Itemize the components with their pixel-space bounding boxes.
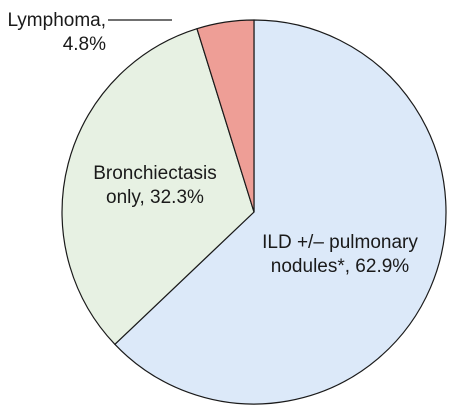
pie-slice-label: Lymphoma, 4.8% bbox=[7, 10, 106, 55]
pie-labels: ILD +/– pulmonary nodules*, 62.9% Bronchie… bbox=[7, 10, 418, 277]
pie-slice-label: Bronchiectasis only, 32.3% bbox=[93, 163, 217, 208]
pie-slice-label-line: Lymphoma, bbox=[7, 10, 106, 31]
pie-slice-label-line: Bronchiectasis bbox=[93, 163, 217, 184]
pie-slice-label-line: nodules*, 62.9% bbox=[271, 256, 409, 277]
pie-slices bbox=[61, 19, 447, 405]
pie-slice-label-line: 4.8% bbox=[63, 34, 106, 55]
pie-slice-ild-pulmonary-nodules bbox=[114, 19, 447, 405]
pie-slice-bronchiectasis-only bbox=[61, 28, 255, 345]
pie-slice-label-line: only, 32.3% bbox=[106, 187, 204, 208]
pie-slice-label: ILD +/– pulmonary nodules*, 62.9% bbox=[262, 232, 418, 277]
pie-slice-label-line: ILD +/– pulmonary bbox=[262, 232, 418, 253]
pie-slice-lymphoma bbox=[196, 19, 255, 213]
